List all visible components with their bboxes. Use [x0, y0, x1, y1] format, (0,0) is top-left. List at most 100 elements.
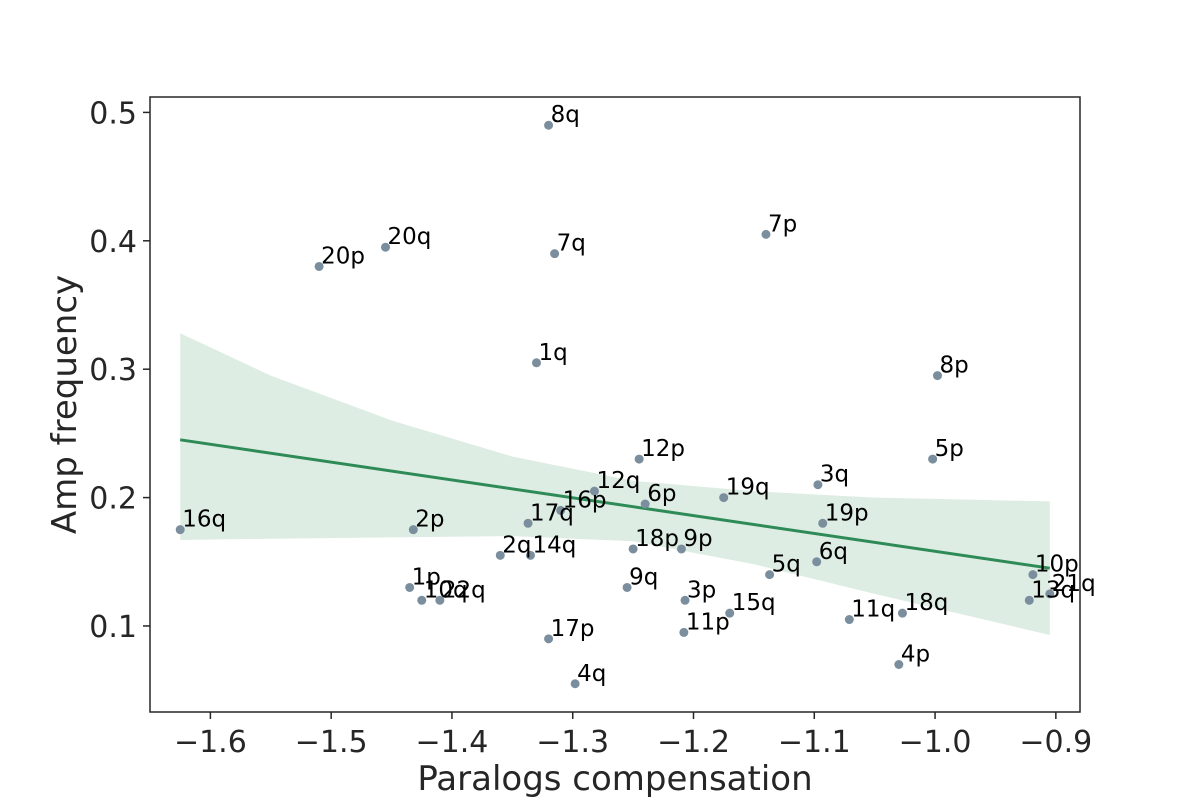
- data-point-12p: [634, 454, 644, 464]
- data-point-16q: [175, 525, 185, 535]
- point-label-19q: 19q: [726, 475, 770, 501]
- data-point-3p: [680, 595, 690, 605]
- y-axis-label: Amp frequency: [45, 275, 85, 534]
- data-point-1q: [531, 358, 541, 368]
- point-label-9p: 9p: [683, 526, 712, 552]
- point-label-1q: 1q: [538, 340, 567, 366]
- data-point-10q: [417, 595, 427, 605]
- data-point-2q: [495, 550, 505, 560]
- point-label-10q: 10q: [424, 577, 468, 603]
- data-point-5q: [765, 570, 775, 580]
- point-label-18q: 18q: [904, 590, 948, 616]
- point-label-9q: 9q: [629, 564, 658, 590]
- point-label-22q: 22q: [442, 577, 486, 603]
- data-point-18q: [897, 608, 907, 618]
- x-tick-label: −1.6: [174, 725, 247, 760]
- data-point-19p: [818, 518, 828, 528]
- data-point-17q: [523, 518, 533, 528]
- point-label-19p: 19p: [825, 500, 869, 526]
- data-point-12q: [589, 486, 599, 496]
- data-point-13q: [1024, 595, 1034, 605]
- data-point-3q: [813, 480, 823, 490]
- point-label-7p: 7p: [768, 211, 797, 237]
- data-point-4q: [570, 679, 580, 689]
- data-point-9p: [676, 544, 686, 554]
- point-label-8q: 8q: [551, 102, 580, 128]
- data-point-16p: [556, 505, 566, 515]
- x-axis-ticks: −1.6 −1.5 −1.4 −1.3 −1.2 −1.1 −1.0 −0.9: [174, 712, 1092, 760]
- x-tick-label: −0.9: [1019, 725, 1092, 760]
- x-tick-label: −1.0: [899, 725, 972, 760]
- data-point-18p: [628, 544, 638, 554]
- point-label-5q: 5q: [772, 552, 801, 578]
- data-points-layer: [175, 120, 1055, 689]
- point-label-20q: 20q: [388, 224, 432, 250]
- regression-line-layer: [179, 438, 1051, 570]
- data-point-20q: [381, 242, 391, 252]
- data-point-4p: [894, 659, 904, 669]
- point-label-10p: 10p: [1035, 552, 1079, 578]
- data-point-7p: [761, 229, 771, 239]
- x-tick-label: −1.5: [295, 725, 368, 760]
- point-label-11p: 11p: [686, 609, 730, 635]
- point-label-3p: 3p: [687, 577, 716, 603]
- y-tick-label: 0.1: [89, 610, 137, 645]
- data-point-8q: [544, 120, 554, 130]
- point-label-1p: 1p: [412, 564, 441, 590]
- data-point-19q: [719, 493, 729, 503]
- point-label-16q: 16q: [182, 507, 226, 533]
- x-tick-label: −1.2: [657, 725, 730, 760]
- data-point-6p: [640, 499, 650, 509]
- point-label-3q: 3q: [820, 462, 849, 488]
- data-point-15q: [725, 608, 735, 618]
- point-label-11q: 11q: [851, 597, 895, 623]
- confidence-band: [180, 333, 1050, 635]
- point-label-20p: 20p: [321, 243, 365, 269]
- point-label-17p: 17p: [551, 616, 595, 642]
- point-label-6p: 6p: [647, 481, 676, 507]
- data-point-14q: [525, 550, 535, 560]
- regression-line: [179, 438, 1051, 570]
- data-point-1p: [405, 582, 415, 592]
- data-point-6q: [812, 557, 822, 567]
- confidence-band-layer: [180, 333, 1050, 635]
- point-label-16p: 16p: [563, 487, 607, 513]
- x-tick-label: −1.1: [778, 725, 851, 760]
- point-label-12p: 12p: [641, 436, 685, 462]
- data-point-22q: [435, 595, 445, 605]
- data-point-10p: [1028, 570, 1038, 580]
- data-point-20p: [314, 261, 324, 271]
- plot-frame: [149, 96, 1081, 713]
- point-label-2q: 2q: [502, 532, 531, 558]
- data-point-21q: [1045, 589, 1055, 599]
- point-label-2p: 2p: [415, 507, 444, 533]
- data-point-2p: [408, 525, 418, 535]
- point-label-8p: 8p: [939, 353, 968, 379]
- data-point-11p: [679, 627, 689, 637]
- point-label-17q: 17q: [530, 500, 574, 526]
- x-axis-label: Paralogs compensation: [417, 759, 812, 799]
- point-label-21q: 21q: [1052, 571, 1096, 597]
- point-label-4q: 4q: [577, 661, 606, 687]
- point-label-5p: 5p: [935, 436, 964, 462]
- data-point-7q: [550, 249, 560, 259]
- y-tick-label: 0.2: [89, 482, 137, 517]
- point-label-12q: 12q: [596, 468, 640, 494]
- point-label-15q: 15q: [732, 590, 776, 616]
- point-label-18p: 18p: [635, 526, 679, 552]
- y-tick-label: 0.3: [89, 353, 137, 388]
- data-point-11q: [844, 615, 854, 625]
- y-axis-ticks: 0.1 0.2 0.3 0.4 0.5: [89, 96, 150, 645]
- x-tick-label: −1.3: [536, 725, 609, 760]
- data-point-5p: [928, 454, 938, 464]
- y-tick-label: 0.5: [89, 96, 137, 131]
- point-label-7q: 7q: [557, 231, 586, 257]
- x-tick-label: −1.4: [416, 725, 489, 760]
- data-point-9q: [622, 582, 632, 592]
- data-point-17p: [544, 634, 554, 644]
- point-label-6q: 6q: [819, 539, 848, 565]
- y-tick-label: 0.4: [89, 225, 137, 260]
- point-label-4p: 4p: [901, 641, 930, 667]
- point-label-14q: 14q: [532, 532, 576, 558]
